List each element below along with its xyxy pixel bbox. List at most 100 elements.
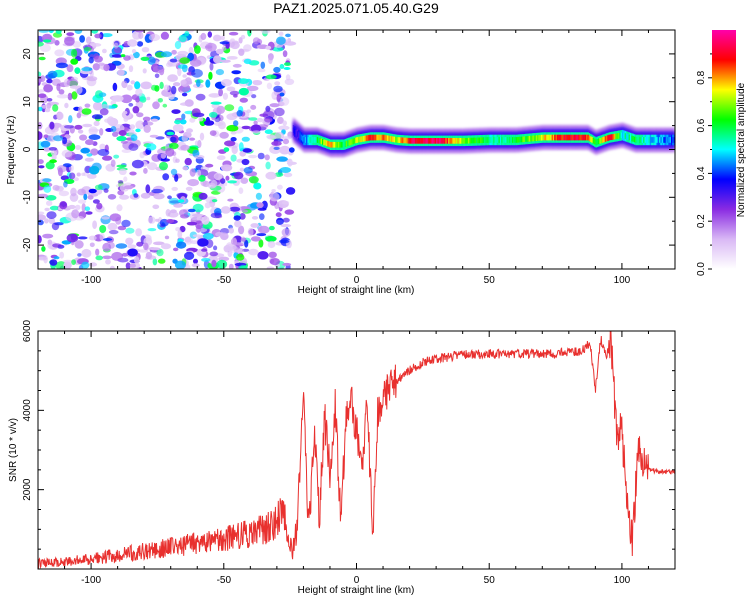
carrier-cell [529,135,531,142]
noise-blob [88,165,100,175]
noise-blob [179,209,188,217]
carrier-cell [502,137,504,143]
noise-blob [149,134,159,138]
noise-blob [53,135,64,142]
noise-blob [216,105,225,114]
noise-blob [117,180,124,184]
noise-blob [197,139,202,148]
noise-blob [238,187,244,194]
carrier-cell [668,137,670,143]
noise-blob [233,120,239,127]
x-tick-label: -100 [81,575,101,586]
noise-blob [38,235,42,244]
noise-blob [265,161,271,170]
carrier-cell [498,137,500,143]
noise-blob [213,172,223,180]
noise-blob [113,154,120,159]
noise-blob [98,92,107,97]
noise-blob [66,78,79,87]
carrier-cell [623,132,625,139]
spectrogram-y-axis-label: Frequency (Hz) [6,116,17,185]
carrier-cell [527,136,530,142]
noise-blob [64,125,74,129]
noise-blob [191,68,203,78]
noise-blob [239,167,245,172]
carrier-cell [477,137,479,144]
noise-blob [73,177,79,182]
noise-blob [185,186,193,191]
noise-blob [179,84,191,93]
carrier-cell [312,137,315,143]
noise-blob [75,145,82,150]
noise-blob [83,47,92,52]
carrier-cell [544,134,547,141]
noise-blob [76,172,81,177]
noise-blob [54,40,60,46]
carrier-cell [568,134,571,141]
noise-blob [86,153,93,157]
carrier-cell [624,133,627,139]
carrier-cell [635,137,637,143]
noise-blob [226,124,239,132]
noise-blob [43,84,53,93]
colorbar-label: Normalized spectral amplitude [736,82,747,217]
noise-blob [38,106,43,112]
carrier-cell [413,138,416,144]
carrier-cell [322,139,324,145]
carrier-cell [644,137,646,143]
carrier-cell [328,141,331,148]
noise-blob [96,202,103,210]
noise-blob [248,176,259,184]
carrier-cell [664,137,666,143]
noise-blob [135,128,141,133]
noise-blob [95,248,100,256]
carrier-cell [323,139,325,146]
noise-blob [213,245,218,251]
noise-blob [133,51,140,59]
noise-blob [115,243,128,249]
carrier-track [292,118,675,158]
x-tick-label: 0 [354,275,360,286]
noise-blob [157,148,167,156]
noise-blob [284,62,291,66]
noise-blob [150,118,159,122]
noise-blob [224,104,235,112]
noise-blob [105,259,111,265]
carrier-cell [330,141,332,148]
noise-blob [141,47,150,53]
noise-blob [239,213,246,220]
noise-blob [243,44,252,52]
noise-blob [74,67,81,74]
carrier-cell [665,137,668,143]
noise-blob [111,54,124,58]
noise-blob [159,161,168,171]
noise-blob [247,30,252,37]
noise-blob [129,263,136,268]
noise-blob [238,37,243,44]
noise-blob [241,237,247,242]
carrier-cell [641,137,644,143]
noise-blob [152,204,160,210]
carrier-cell [445,138,447,144]
noise-blob [101,33,113,38]
noise-blob [227,198,234,202]
noise-blob [38,30,49,33]
carrier-cell [359,136,361,143]
noise-blob [171,49,177,55]
carrier-cell [579,134,581,141]
noise-blob [174,173,179,182]
noise-blob [202,232,214,240]
carrier-cell [388,135,390,142]
noise-blob [164,235,170,240]
noise-blob [56,112,64,120]
noise-blob [223,147,230,153]
noise-blob [51,154,57,160]
carrier-cell [649,137,652,143]
noise-blob [48,147,58,151]
noise-blob [238,264,249,269]
noise-blob [253,182,262,190]
noise-blob [226,56,238,60]
noise-blob [273,66,281,73]
noise-blob [242,148,252,153]
